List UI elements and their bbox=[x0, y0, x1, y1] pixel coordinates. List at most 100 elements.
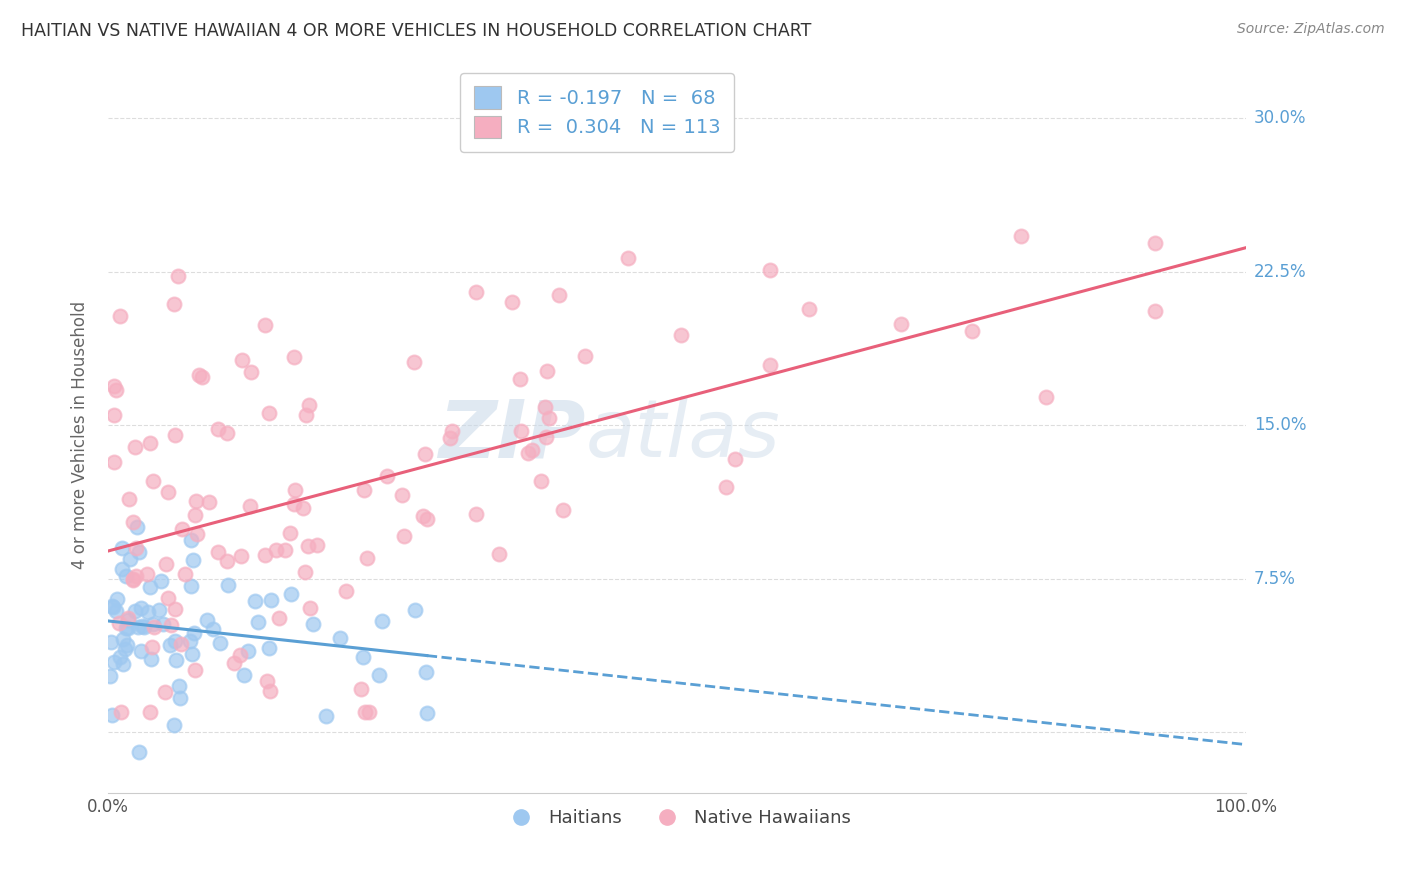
Point bbox=[186, 527, 208, 541]
Text: 30.0%: 30.0% bbox=[1254, 110, 1306, 128]
Point bbox=[464, 507, 486, 521]
Point bbox=[292, 500, 315, 515]
Point bbox=[115, 638, 138, 652]
Point bbox=[103, 408, 125, 422]
Point bbox=[128, 544, 150, 558]
Point bbox=[1010, 229, 1032, 244]
Point bbox=[267, 611, 290, 625]
Point bbox=[890, 317, 912, 331]
Point bbox=[142, 617, 165, 632]
Point bbox=[530, 474, 553, 488]
Point bbox=[155, 557, 177, 571]
Point bbox=[103, 379, 125, 393]
Point bbox=[371, 615, 394, 629]
Point bbox=[254, 318, 277, 332]
Text: Source: ZipAtlas.com: Source: ZipAtlas.com bbox=[1237, 22, 1385, 37]
Point bbox=[551, 503, 574, 517]
Point bbox=[118, 552, 141, 566]
Point bbox=[167, 269, 190, 284]
Point bbox=[724, 451, 747, 466]
Point bbox=[115, 569, 138, 583]
Point bbox=[353, 705, 375, 719]
Point bbox=[148, 603, 170, 617]
Point bbox=[139, 436, 162, 450]
Point bbox=[391, 488, 413, 502]
Point bbox=[138, 705, 160, 719]
Point bbox=[153, 685, 176, 699]
Point bbox=[488, 547, 510, 561]
Point bbox=[184, 663, 207, 677]
Point bbox=[117, 611, 139, 625]
Point bbox=[173, 566, 195, 581]
Point bbox=[111, 562, 134, 576]
Point bbox=[180, 533, 202, 548]
Text: ZIP: ZIP bbox=[439, 396, 586, 475]
Point bbox=[186, 494, 208, 508]
Point bbox=[127, 620, 149, 634]
Point bbox=[179, 634, 201, 648]
Point bbox=[416, 706, 439, 720]
Point bbox=[439, 431, 461, 445]
Point bbox=[299, 600, 322, 615]
Point bbox=[404, 603, 426, 617]
Point bbox=[1035, 390, 1057, 404]
Point bbox=[294, 408, 316, 422]
Point bbox=[297, 539, 319, 553]
Point bbox=[352, 649, 374, 664]
Point bbox=[112, 632, 135, 646]
Point bbox=[222, 657, 245, 671]
Point bbox=[236, 644, 259, 658]
Point bbox=[356, 551, 378, 566]
Point bbox=[183, 508, 205, 523]
Point bbox=[392, 529, 415, 543]
Point bbox=[180, 647, 202, 661]
Point bbox=[107, 615, 129, 630]
Point bbox=[257, 641, 280, 656]
Point bbox=[129, 644, 152, 658]
Point bbox=[274, 543, 297, 558]
Point bbox=[172, 522, 194, 536]
Text: 22.5%: 22.5% bbox=[1254, 263, 1306, 281]
Point bbox=[125, 520, 148, 534]
Point bbox=[124, 604, 146, 618]
Point bbox=[329, 631, 352, 645]
Point bbox=[413, 447, 436, 461]
Point bbox=[100, 634, 122, 648]
Point bbox=[294, 566, 316, 580]
Point bbox=[547, 288, 569, 302]
Point bbox=[149, 574, 172, 589]
Point bbox=[509, 372, 531, 386]
Point bbox=[181, 553, 204, 567]
Point bbox=[183, 626, 205, 640]
Point bbox=[247, 615, 270, 629]
Point bbox=[165, 427, 187, 442]
Point bbox=[103, 655, 125, 669]
Y-axis label: 4 or more Vehicles in Household: 4 or more Vehicles in Household bbox=[72, 301, 89, 569]
Point bbox=[534, 400, 557, 414]
Point bbox=[256, 674, 278, 689]
Point bbox=[350, 681, 373, 696]
Point bbox=[198, 495, 221, 509]
Point bbox=[121, 573, 143, 587]
Point bbox=[125, 541, 148, 556]
Point bbox=[716, 480, 738, 494]
Point bbox=[412, 509, 434, 524]
Point bbox=[131, 618, 153, 632]
Point bbox=[367, 667, 389, 681]
Point bbox=[195, 613, 218, 627]
Point bbox=[152, 616, 174, 631]
Point bbox=[259, 593, 281, 607]
Point bbox=[163, 297, 186, 311]
Point bbox=[180, 579, 202, 593]
Point bbox=[156, 591, 179, 605]
Point bbox=[517, 446, 540, 460]
Point bbox=[115, 621, 138, 635]
Point bbox=[117, 621, 139, 635]
Point bbox=[159, 618, 181, 632]
Point bbox=[142, 620, 165, 634]
Point bbox=[402, 355, 425, 369]
Point bbox=[335, 583, 357, 598]
Point bbox=[101, 599, 124, 613]
Point bbox=[960, 324, 983, 338]
Point bbox=[135, 567, 157, 582]
